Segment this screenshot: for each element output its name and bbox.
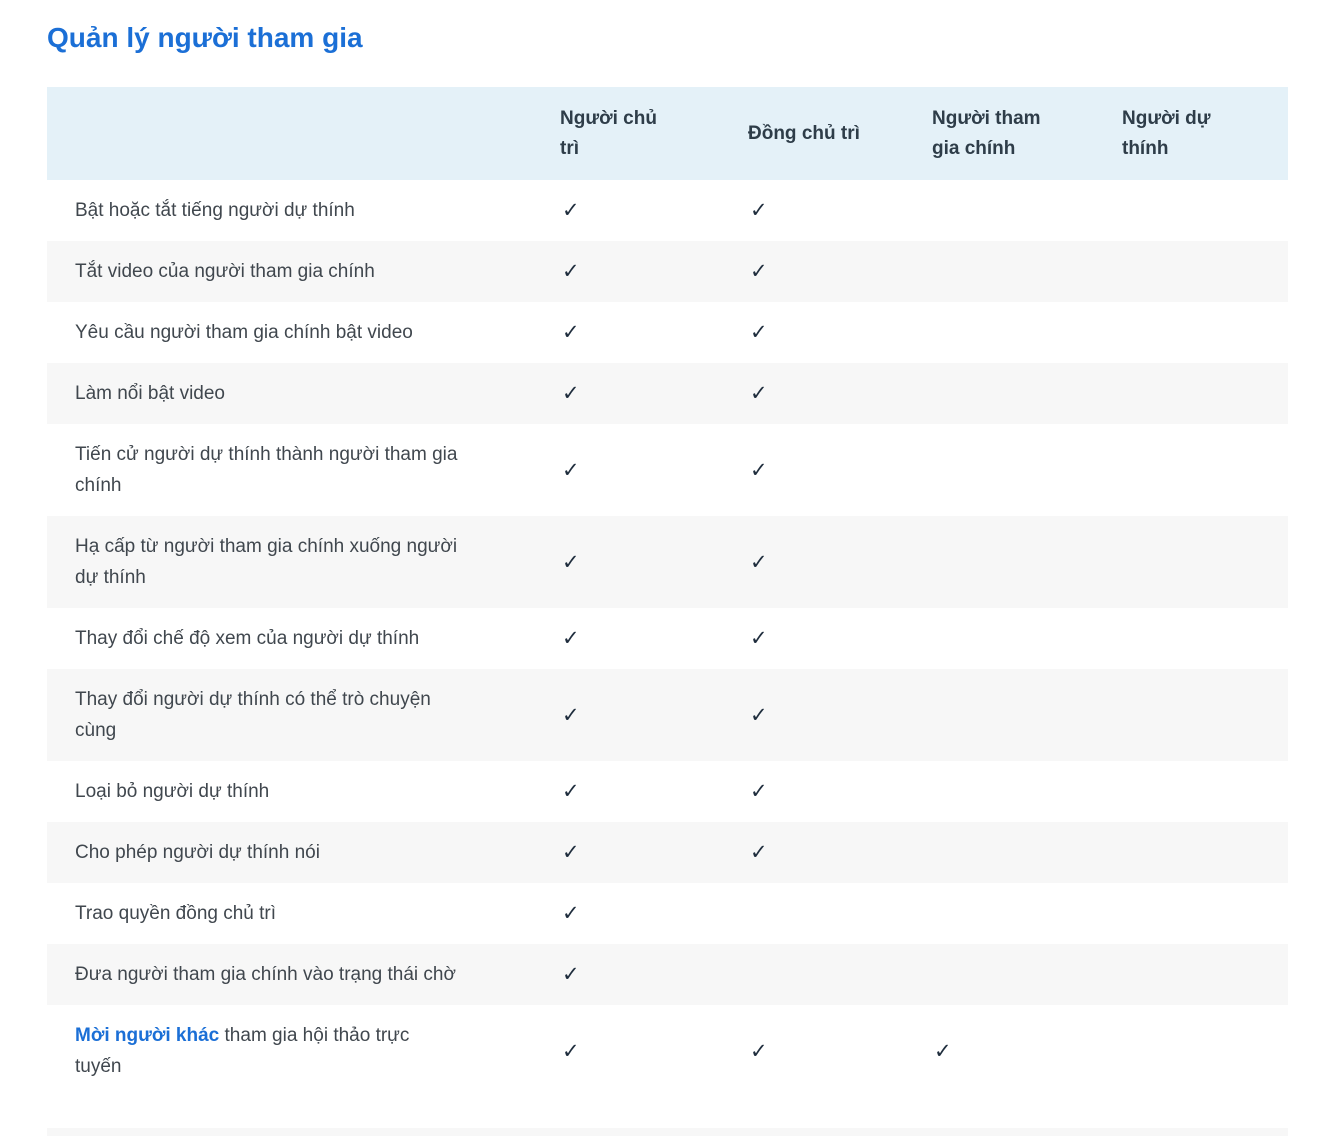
empty-cell-attendee bbox=[1122, 669, 1288, 761]
table-header: Người chủ trì Đồng chủ trì Người tham gi… bbox=[47, 87, 1288, 180]
column-header-co-host: Đồng chủ trì bbox=[748, 87, 932, 180]
check-icon-host: ✓ bbox=[560, 822, 748, 883]
empty-cell-main-participant bbox=[932, 424, 1122, 516]
check-icon-co-host: ✓ bbox=[748, 363, 932, 424]
empty-cell-main-participant bbox=[932, 944, 1122, 1005]
check-icon-co-host: ✓ bbox=[748, 241, 932, 302]
check-icon-co-host: ✓ bbox=[748, 302, 932, 363]
check-icon-host: ✓ bbox=[560, 302, 748, 363]
empty-cell-main-participant bbox=[932, 363, 1122, 424]
column-header-attendee: Người dự thính bbox=[1122, 87, 1288, 180]
empty-cell-main-participant bbox=[932, 516, 1122, 608]
invite-others-link[interactable]: Mời người khác bbox=[75, 1025, 220, 1046]
table-body: Bật hoặc tắt tiếng người dự thính ✓ ✓ Tắt v… bbox=[47, 180, 1288, 1128]
feature-label: Loại bỏ người dự thính bbox=[47, 761, 560, 822]
feature-label: Thay đổi người dự thính có thể trò chuyệ… bbox=[47, 669, 560, 761]
empty-cell-attendee bbox=[1122, 822, 1288, 883]
empty-cell-main-participant bbox=[932, 180, 1122, 241]
check-icon-co-host: ✓ bbox=[748, 822, 932, 883]
empty-cell-attendee bbox=[1122, 883, 1288, 944]
empty-cell-main-participant bbox=[932, 241, 1122, 302]
empty-cell-attendee bbox=[1122, 944, 1288, 1005]
check-icon-co-host: ✓ bbox=[748, 669, 932, 761]
feature-label: Làm nổi bật video bbox=[47, 363, 560, 424]
feature-label: Trao quyền đồng chủ trì bbox=[47, 883, 560, 944]
empty-cell-attendee bbox=[1122, 241, 1288, 302]
column-header-host: Người chủ trì bbox=[560, 87, 748, 180]
check-icon-main-participant: ✓ bbox=[932, 1005, 1122, 1128]
check-icon-co-host: ✓ bbox=[748, 1005, 932, 1128]
empty-cell-attendee bbox=[1122, 1005, 1288, 1128]
check-icon-host: ✓ bbox=[560, 608, 748, 669]
table-row: Yêu cầu người tham gia chính bật video ✓ ✓ bbox=[47, 302, 1288, 363]
check-icon-host: ✓ bbox=[560, 883, 748, 944]
table-row: Tiến cử người dự thính thành người tham … bbox=[47, 424, 1288, 516]
feature-label: Tắt video của người tham gia chính bbox=[47, 241, 560, 302]
table-row: Bật hoặc tắt tiếng người dự thính ✓ ✓ bbox=[47, 180, 1288, 241]
empty-cell-attendee bbox=[1122, 516, 1288, 608]
empty-cell-main-participant bbox=[932, 761, 1122, 822]
check-icon-co-host: ✓ bbox=[748, 761, 932, 822]
check-icon-host: ✓ bbox=[560, 180, 748, 241]
empty-cell-co-host bbox=[748, 944, 932, 1005]
header-row: Người chủ trì Đồng chủ trì Người tham gi… bbox=[47, 87, 1288, 180]
check-icon-co-host: ✓ bbox=[748, 180, 932, 241]
empty-cell-attendee bbox=[1122, 180, 1288, 241]
empty-cell-co-host bbox=[748, 883, 932, 944]
empty-cell-attendee bbox=[1122, 363, 1288, 424]
feature-label: Cho phép người dự thính nói bbox=[47, 822, 560, 883]
table-row: Đưa người tham gia chính vào trạng thái … bbox=[47, 944, 1288, 1005]
participant-permissions-table: Người chủ trì Đồng chủ trì Người tham gi… bbox=[47, 87, 1288, 1128]
table-row: Làm nổi bật video ✓ ✓ bbox=[47, 363, 1288, 424]
table-row: Hạ cấp từ người tham gia chính xuống ngư… bbox=[47, 516, 1288, 608]
table-row: Trao quyền đồng chủ trì ✓ bbox=[47, 883, 1288, 944]
check-icon-host: ✓ bbox=[560, 363, 748, 424]
check-icon-co-host: ✓ bbox=[748, 516, 932, 608]
check-icon-host: ✓ bbox=[560, 669, 748, 761]
empty-cell-attendee bbox=[1122, 302, 1288, 363]
check-icon-host: ✓ bbox=[560, 944, 748, 1005]
column-header-main-participant: Người tham gia chính bbox=[932, 87, 1122, 180]
feature-label: Đưa người tham gia chính vào trạng thái … bbox=[47, 944, 560, 1005]
feature-label: Thay đổi chế độ xem của người dự thính bbox=[47, 608, 560, 669]
feature-label: Yêu cầu người tham gia chính bật video bbox=[47, 302, 560, 363]
feature-label: Mời người khác tham gia hội thảo trực tu… bbox=[47, 1005, 560, 1128]
check-icon-co-host: ✓ bbox=[748, 424, 932, 516]
feature-label: Hạ cấp từ người tham gia chính xuống ngư… bbox=[47, 516, 560, 608]
article-content: Quản lý người tham gia Người chủ trì Đồn… bbox=[47, 0, 1288, 1136]
table-row: Cho phép người dự thính nói ✓ ✓ bbox=[47, 822, 1288, 883]
empty-cell-attendee bbox=[1122, 608, 1288, 669]
table-row: Mời người khác tham gia hội thảo trực tu… bbox=[47, 1005, 1288, 1128]
empty-cell-attendee bbox=[1122, 424, 1288, 516]
table-row: Thay đổi người dự thính có thể trò chuyệ… bbox=[47, 669, 1288, 761]
feature-label: Tiến cử người dự thính thành người tham … bbox=[47, 424, 560, 516]
check-icon-co-host: ✓ bbox=[748, 608, 932, 669]
empty-cell-main-participant bbox=[932, 302, 1122, 363]
column-header-feature bbox=[47, 87, 560, 180]
check-icon-host: ✓ bbox=[560, 761, 748, 822]
empty-cell-attendee bbox=[1122, 761, 1288, 822]
empty-cell-main-participant bbox=[932, 608, 1122, 669]
next-row-partial bbox=[47, 1128, 1288, 1136]
page-title: Quản lý người tham gia bbox=[47, 22, 363, 53]
check-icon-host: ✓ bbox=[560, 516, 748, 608]
table-row: Loại bỏ người dự thính ✓ ✓ bbox=[47, 761, 1288, 822]
check-icon-host: ✓ bbox=[560, 1005, 748, 1128]
table-row: Thay đổi chế độ xem của người dự thính ✓ ✓ bbox=[47, 608, 1288, 669]
feature-label: Bật hoặc tắt tiếng người dự thính bbox=[47, 180, 560, 241]
check-icon-host: ✓ bbox=[560, 424, 748, 516]
empty-cell-main-participant bbox=[932, 669, 1122, 761]
empty-cell-main-participant bbox=[932, 822, 1122, 883]
table-row: Tắt video của người tham gia chính ✓ ✓ bbox=[47, 241, 1288, 302]
empty-cell-main-participant bbox=[932, 883, 1122, 944]
check-icon-host: ✓ bbox=[560, 241, 748, 302]
